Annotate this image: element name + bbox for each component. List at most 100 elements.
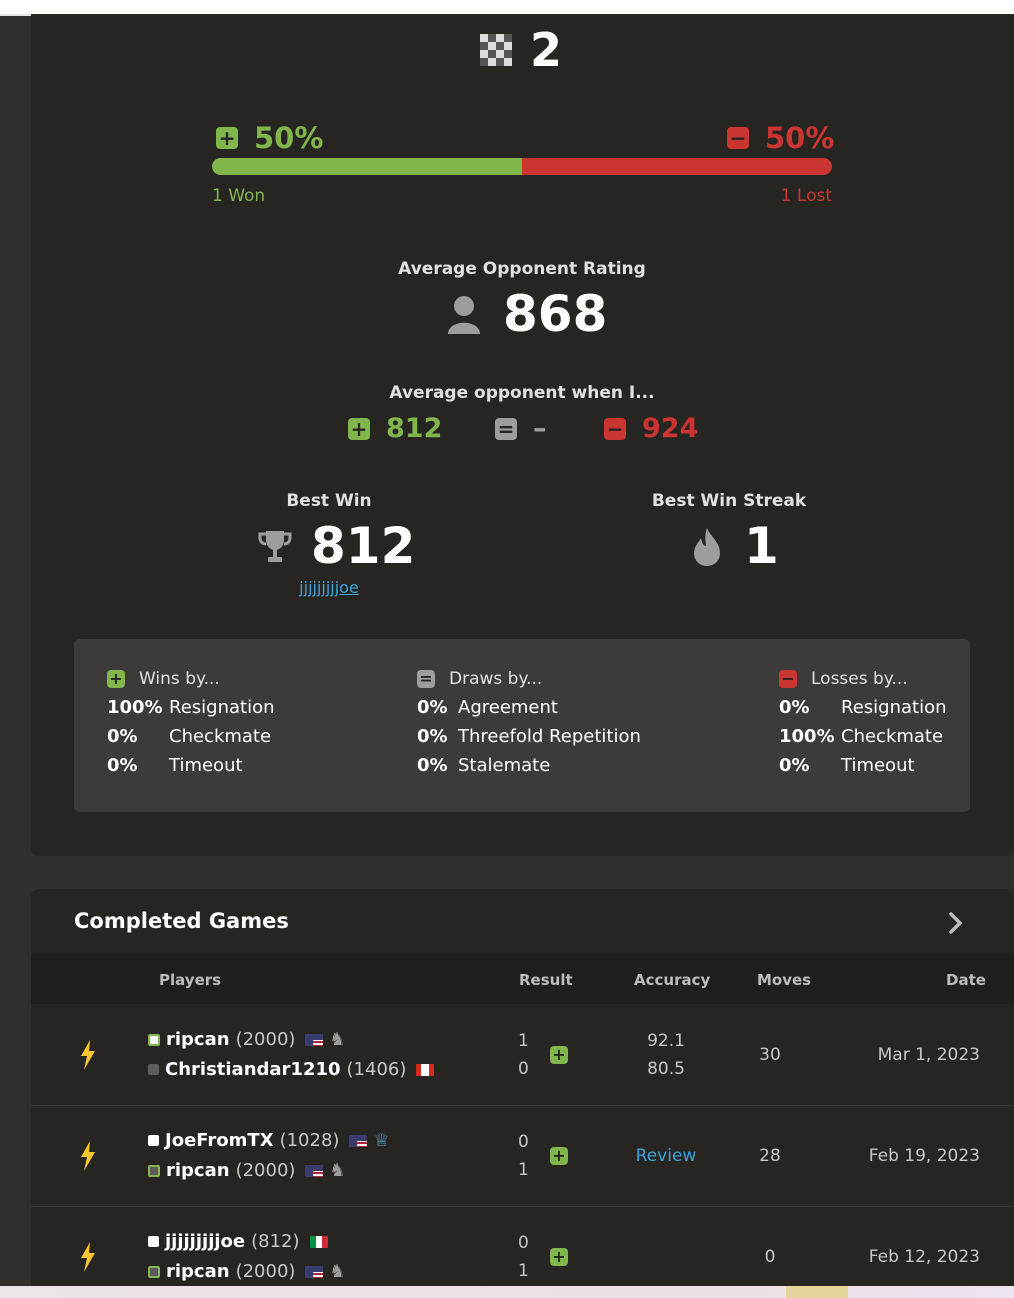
game-row[interactable]: JoeFromTX (1028) ♕ ripcan (2000) ♞ 0 1 +…: [31, 1106, 1014, 1207]
avg-when-win-value: 812: [386, 413, 443, 444]
avg-when-label: Average opponent when I...: [389, 383, 655, 403]
white-piece-icon: [148, 1135, 159, 1146]
pct: 0%: [107, 755, 138, 776]
player-name[interactable]: JoeFromTX: [165, 1130, 274, 1151]
result-white: 1: [518, 1031, 529, 1051]
us-flag-icon: [305, 1033, 324, 1046]
pct: 100%: [107, 697, 163, 718]
player-name[interactable]: ripcan: [166, 1160, 230, 1181]
result-breakdown: + Wins by... 100% Resignation 0% Checkmate …: [74, 639, 970, 812]
col-date: Date: [946, 971, 986, 989]
minus-icon: −: [779, 670, 797, 688]
white-player[interactable]: jjjjjjjjjoe (812): [148, 1231, 328, 1252]
review-link[interactable]: Review: [635, 1146, 697, 1166]
equal-icon: =: [495, 417, 517, 440]
player-rating: (812): [251, 1231, 300, 1252]
black-player[interactable]: ripcan (2000) ♞: [148, 1261, 346, 1282]
games-count: 2: [480, 22, 562, 78]
draws-row: 0% Agreement: [417, 693, 641, 722]
reason: Checkmate: [169, 726, 272, 747]
pct: 0%: [779, 697, 810, 718]
game-row[interactable]: jjjjjjjjjoe (812) ripcan (2000) ♞ 0 1 + …: [31, 1207, 1014, 1298]
avg-when-win: + 812: [348, 413, 442, 444]
black-piece-icon: [148, 1265, 160, 1278]
accuracy-white: 92.1: [647, 1031, 685, 1051]
equal-icon: =: [417, 670, 435, 688]
losses-row: 0% Timeout: [779, 751, 947, 780]
pct: 0%: [107, 726, 138, 747]
us-flag-icon: [305, 1265, 324, 1278]
best-win-value: 812: [311, 517, 416, 575]
completed-games-title[interactable]: Completed Games: [74, 909, 289, 933]
white-piece-icon: [148, 1236, 159, 1247]
win-icon: +: [550, 1248, 568, 1266]
result-black: 1: [518, 1160, 529, 1180]
plus-icon: +: [216, 127, 238, 149]
reason: Timeout: [841, 755, 915, 776]
completed-games-panel: Completed Games Players Result Accuracy …: [31, 889, 1014, 1298]
game-date: Feb 19, 2023: [868, 1146, 980, 1166]
crown-icon: ♕: [373, 1130, 390, 1151]
reason: Checkmate: [841, 726, 944, 747]
best-streak: 1: [692, 518, 779, 574]
bot-icon: ♞: [329, 1029, 346, 1050]
losses-row: 100% Checkmate: [779, 722, 947, 751]
player-name[interactable]: ripcan: [166, 1029, 230, 1050]
col-result: Result: [519, 971, 573, 989]
result-white: 0: [518, 1233, 529, 1253]
player-rating: (2000): [235, 1160, 296, 1181]
draws-row: 0% Stalemate: [417, 751, 641, 780]
pct: 100%: [779, 726, 835, 747]
wins-row: 0% Timeout: [107, 751, 275, 780]
chevron-right-icon[interactable]: [945, 911, 967, 935]
reason: Stalemate: [458, 755, 551, 776]
blitz-bolt-icon: [81, 1242, 95, 1272]
best-streak-label: Best Win Streak: [651, 491, 807, 511]
checkered-flag-icon: [480, 34, 512, 66]
player-rating: (2000): [235, 1029, 296, 1050]
best-streak-value: 1: [744, 517, 779, 575]
italy-flag-icon: [309, 1235, 328, 1248]
white-piece-icon: [148, 1033, 160, 1046]
col-moves: Moves: [757, 971, 812, 989]
black-player[interactable]: ripcan (2000) ♞: [148, 1160, 346, 1181]
blitz-bolt-icon: [81, 1141, 95, 1171]
black-piece-icon: [148, 1064, 159, 1075]
wins-row: 0% Checkmate: [107, 722, 275, 751]
player-name[interactable]: jjjjjjjjjoe: [165, 1231, 246, 1252]
losses-row: 0% Resignation: [779, 693, 947, 722]
avg-when-loss: − 924: [604, 413, 698, 444]
black-player[interactable]: Christiandar1210 (1406): [148, 1059, 435, 1080]
game-row[interactable]: ripcan (2000) ♞ Christiandar1210 (1406) …: [31, 1005, 1014, 1106]
white-player[interactable]: ripcan (2000) ♞: [148, 1029, 346, 1050]
lost-percent-value: 50%: [765, 121, 835, 155]
win-loss-bar: [212, 158, 832, 175]
won-percent: + 50%: [216, 121, 323, 155]
us-flag-icon: [349, 1134, 368, 1147]
avg-rating-label: Average Opponent Rating: [398, 259, 646, 279]
flame-icon: [694, 528, 720, 566]
moves: 0: [764, 1247, 776, 1267]
won-count: 1 Won: [212, 186, 266, 206]
pct: 0%: [779, 755, 810, 776]
bottom-strip: [0, 1286, 1014, 1298]
plus-icon: +: [107, 670, 125, 688]
reason: Threefold Repetition: [458, 726, 641, 747]
player-name[interactable]: Christiandar1210: [165, 1059, 341, 1080]
win-icon: +: [550, 1046, 568, 1064]
result-white: 0: [518, 1132, 529, 1152]
losses-by-column: − Losses by... 0% Resignation 100% Checkmat…: [779, 669, 947, 780]
avg-rating: 868: [445, 286, 607, 342]
reason: Agreement: [458, 697, 558, 718]
accuracy-black: 80.5: [647, 1059, 685, 1079]
reason: Resignation: [169, 697, 275, 718]
best-win-opponent-link[interactable]: jjjjjjjjjoe: [299, 578, 359, 597]
white-player[interactable]: JoeFromTX (1028) ♕: [148, 1130, 390, 1151]
trophy-icon: [258, 531, 292, 562]
bot-icon: ♞: [329, 1160, 346, 1181]
won-percent-value: 50%: [254, 121, 324, 155]
win-icon: +: [550, 1147, 568, 1165]
player-name[interactable]: ripcan: [166, 1261, 230, 1282]
black-piece-icon: [148, 1164, 160, 1177]
draws-by-column: = Draws by... 0% Agreement 0% Threefold Rep…: [417, 669, 641, 780]
